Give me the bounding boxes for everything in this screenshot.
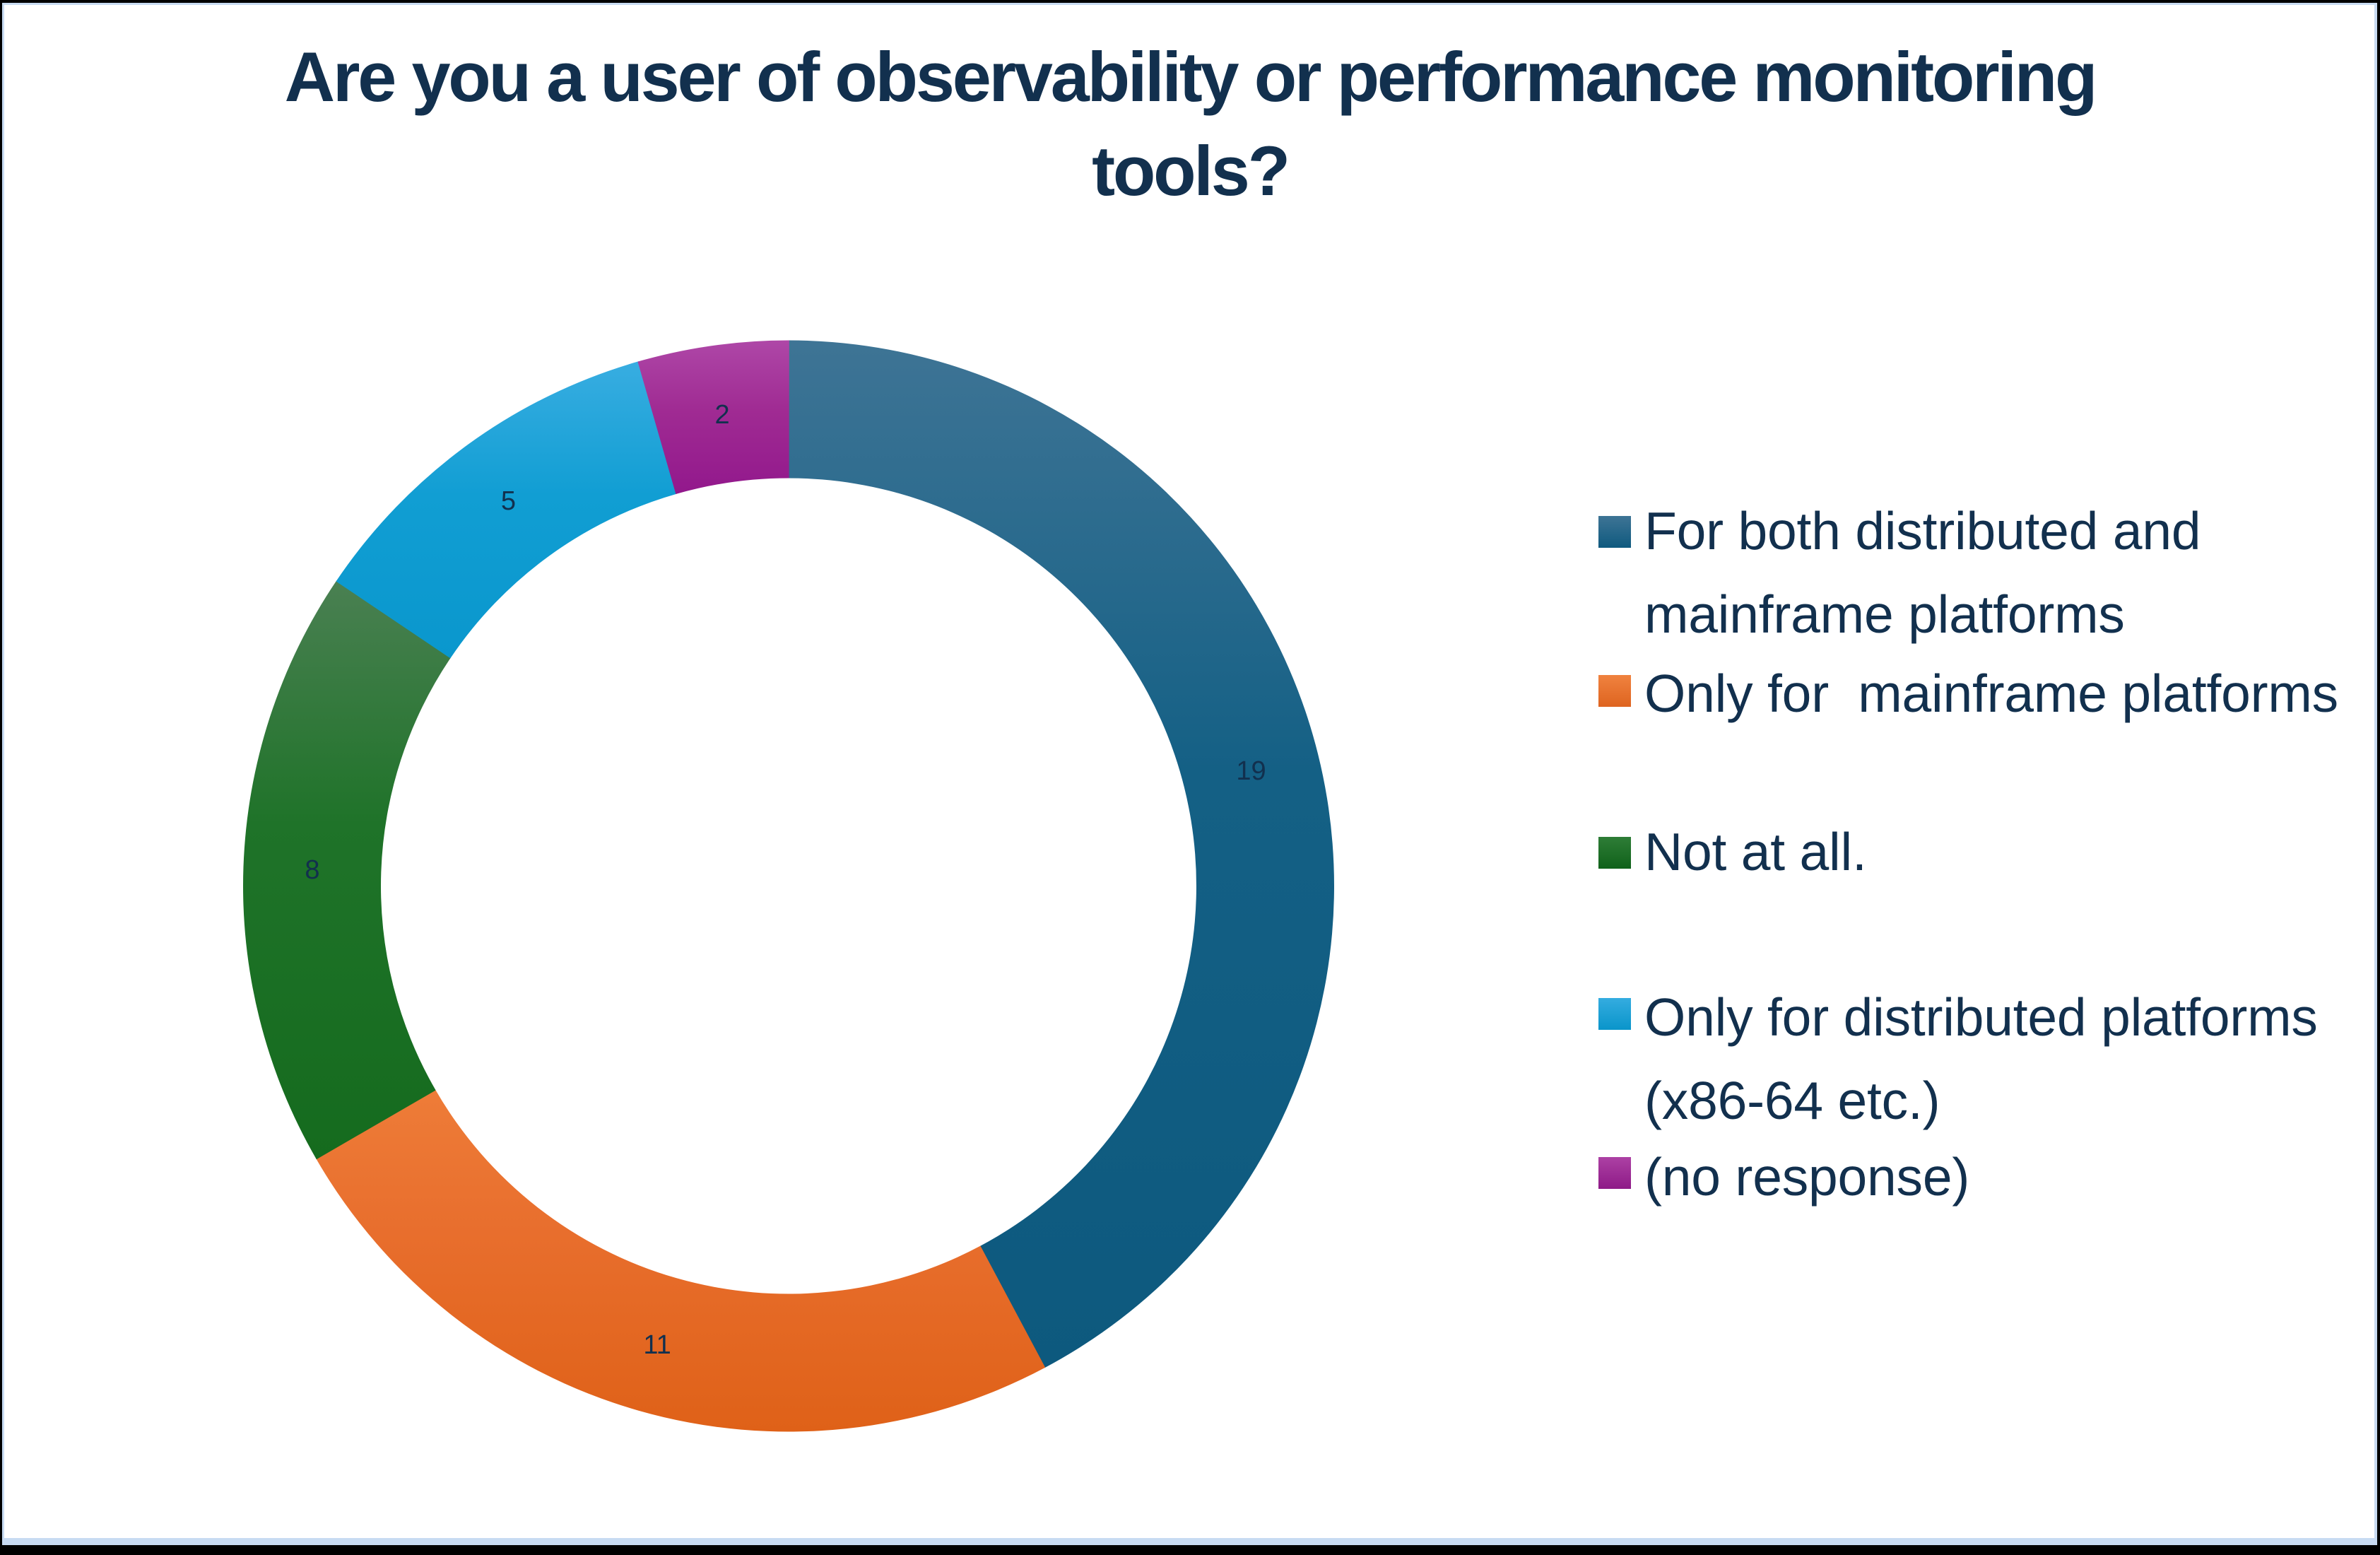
svg-text:5: 5 — [501, 486, 516, 516]
svg-text:8: 8 — [305, 855, 319, 885]
svg-text:2: 2 — [715, 400, 730, 430]
svg-text:11: 11 — [643, 1330, 671, 1360]
svg-text:19: 19 — [1236, 756, 1266, 786]
